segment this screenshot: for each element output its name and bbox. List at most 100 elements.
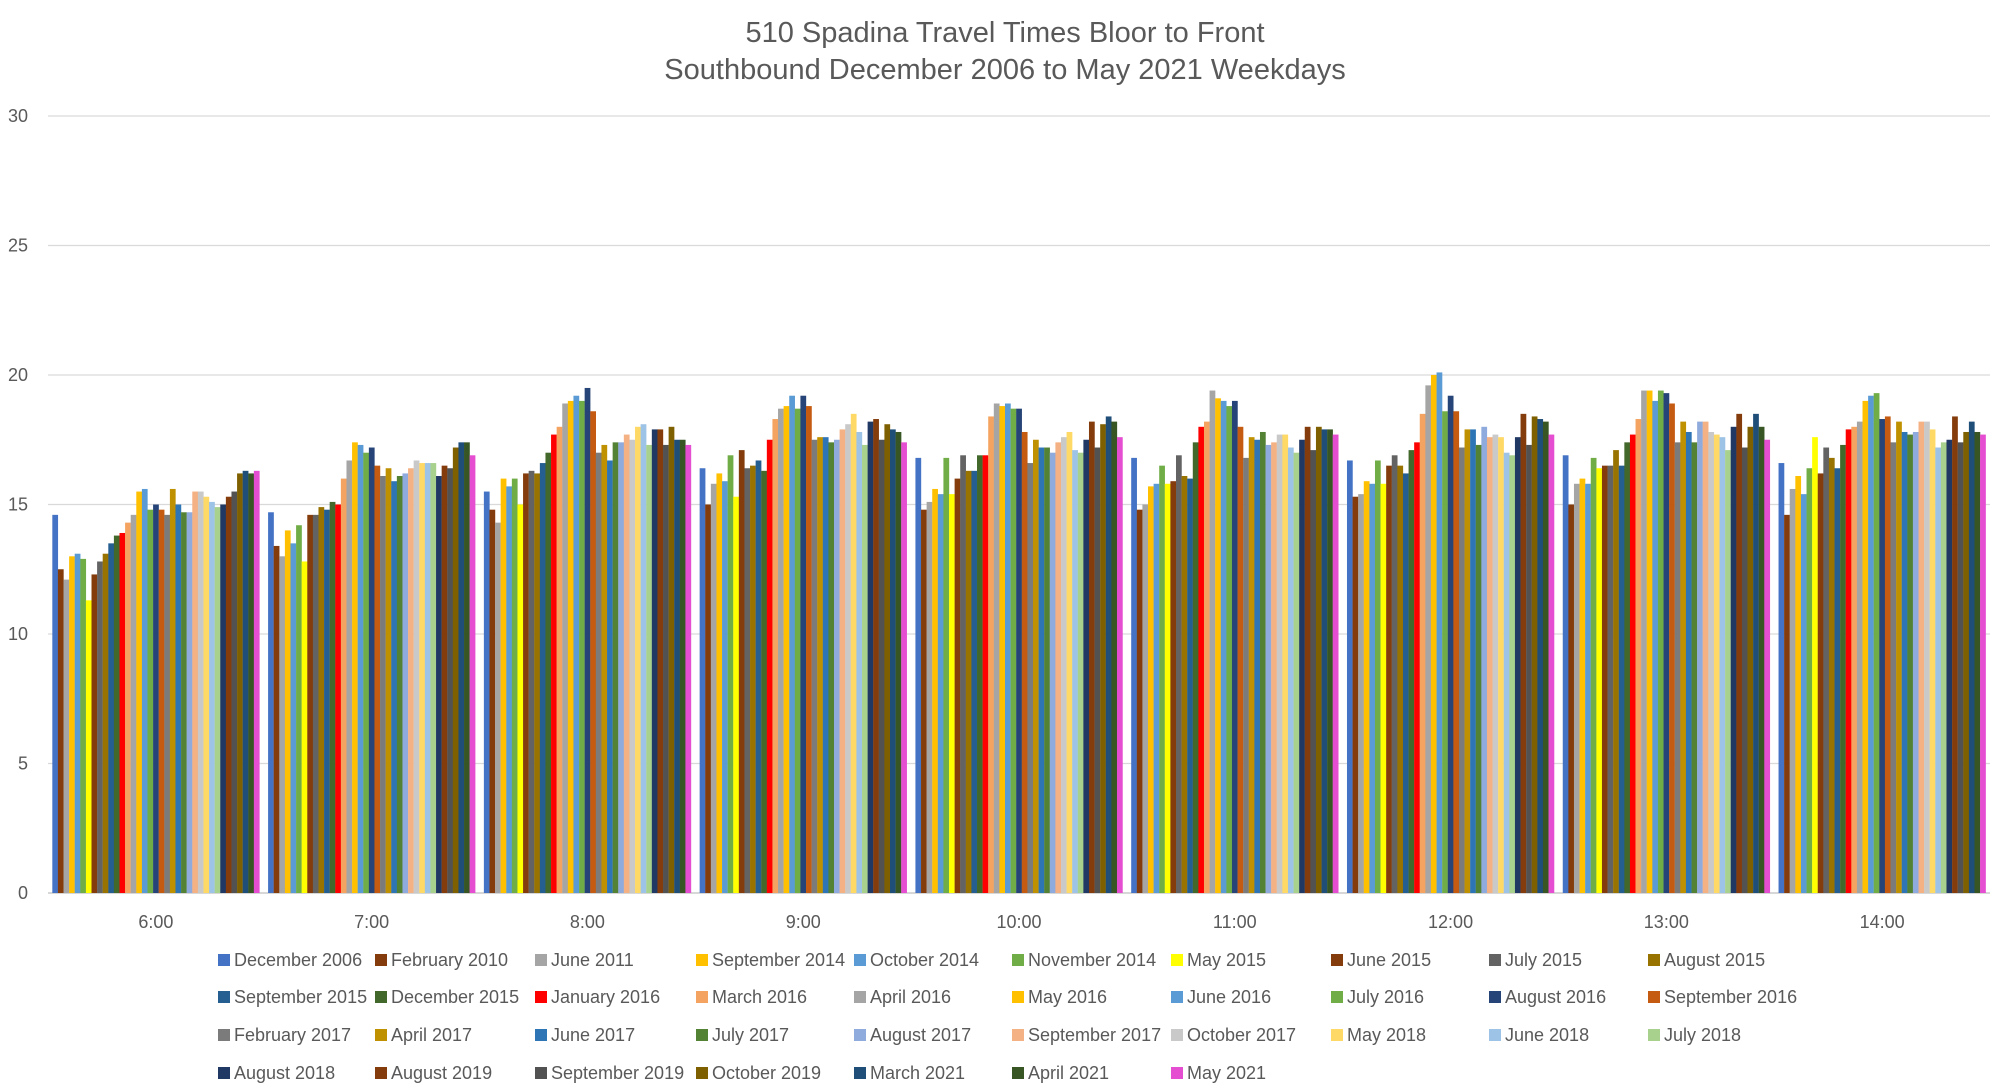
bar bbox=[556, 426, 563, 893]
bar bbox=[1215, 398, 1221, 893]
bar bbox=[750, 465, 756, 893]
bar bbox=[1402, 473, 1409, 893]
bar bbox=[1299, 439, 1305, 893]
bar bbox=[391, 481, 398, 893]
bar bbox=[1374, 460, 1381, 893]
bar bbox=[1573, 483, 1580, 893]
bar bbox=[1237, 426, 1244, 893]
legend-label: May 2021 bbox=[1187, 1063, 1266, 1083]
bar bbox=[1111, 421, 1118, 893]
bar bbox=[1828, 457, 1835, 893]
legend-label: December 2015 bbox=[391, 987, 519, 1007]
bar bbox=[1352, 496, 1359, 893]
bar bbox=[926, 501, 933, 893]
bar bbox=[584, 387, 591, 893]
bar bbox=[352, 442, 358, 893]
bar bbox=[822, 437, 829, 893]
bar bbox=[1817, 473, 1824, 893]
bar bbox=[573, 395, 580, 893]
bar bbox=[374, 465, 381, 893]
bar bbox=[867, 421, 874, 893]
legend-label: February 2017 bbox=[234, 1025, 351, 1045]
bar bbox=[1856, 421, 1863, 893]
bar bbox=[1408, 450, 1415, 893]
bar bbox=[225, 496, 232, 893]
x-tick-label: 9:00 bbox=[786, 912, 821, 932]
bar bbox=[1066, 431, 1073, 893]
bar bbox=[1879, 419, 1886, 893]
bar bbox=[1641, 390, 1647, 893]
bar bbox=[169, 488, 176, 893]
bar bbox=[901, 442, 907, 893]
bar bbox=[164, 514, 171, 893]
bar bbox=[539, 463, 546, 893]
legend-label: October 2014 bbox=[870, 950, 979, 970]
bar bbox=[91, 574, 98, 893]
bar bbox=[1646, 390, 1653, 893]
bar bbox=[1136, 509, 1143, 893]
legend-label: September 2016 bbox=[1664, 987, 1797, 1007]
legend-swatch bbox=[1331, 1029, 1343, 1041]
bar bbox=[1736, 413, 1743, 893]
bar bbox=[1514, 437, 1521, 893]
bar bbox=[674, 439, 680, 893]
bar bbox=[1901, 431, 1908, 893]
legend-swatch bbox=[375, 954, 387, 966]
bar bbox=[1321, 429, 1328, 893]
bar bbox=[1537, 419, 1544, 893]
bar bbox=[722, 481, 728, 893]
legend-label: September 2019 bbox=[551, 1063, 684, 1083]
bar bbox=[1005, 403, 1011, 893]
legend-swatch bbox=[1648, 1029, 1660, 1041]
bar bbox=[612, 442, 619, 893]
bar bbox=[284, 530, 291, 893]
bar bbox=[1105, 416, 1112, 893]
legend-swatch bbox=[1489, 991, 1501, 1003]
bar bbox=[368, 447, 375, 893]
x-tick-label: 13:00 bbox=[1644, 912, 1689, 932]
bar bbox=[1425, 385, 1432, 893]
legend-label: July 2015 bbox=[1505, 950, 1582, 970]
bar bbox=[890, 429, 896, 893]
bar bbox=[220, 504, 227, 893]
legend-swatch bbox=[1489, 954, 1501, 966]
bar bbox=[506, 486, 513, 893]
bar bbox=[1548, 434, 1555, 893]
bar bbox=[1669, 403, 1675, 893]
bar bbox=[357, 444, 364, 893]
bar bbox=[943, 457, 950, 893]
bar bbox=[1708, 431, 1715, 893]
bar bbox=[1397, 465, 1404, 893]
legend-label: January 2016 bbox=[551, 987, 660, 1007]
legend-label: June 2011 bbox=[551, 950, 634, 970]
bar bbox=[579, 400, 585, 893]
bar bbox=[567, 400, 574, 893]
bar bbox=[716, 473, 723, 893]
bar bbox=[1271, 442, 1277, 893]
bar bbox=[214, 507, 221, 893]
bar bbox=[1282, 434, 1289, 893]
bar bbox=[1346, 460, 1353, 893]
bar bbox=[231, 491, 238, 893]
y-tick-label: 5 bbox=[18, 754, 28, 774]
bar bbox=[268, 512, 274, 893]
bar bbox=[1447, 395, 1454, 893]
bar bbox=[1033, 439, 1039, 893]
y-tick-label: 25 bbox=[8, 236, 28, 256]
legend-swatch bbox=[696, 991, 708, 1003]
bar bbox=[1142, 504, 1149, 893]
bar bbox=[1896, 421, 1902, 893]
bar bbox=[1713, 434, 1720, 893]
bar bbox=[738, 450, 745, 893]
bar bbox=[949, 494, 955, 893]
legend-swatch bbox=[1489, 1029, 1501, 1041]
legend-swatch bbox=[1012, 1067, 1024, 1079]
bar bbox=[1764, 439, 1771, 893]
bar bbox=[1220, 400, 1227, 893]
bar bbox=[312, 514, 319, 893]
bar bbox=[1077, 452, 1084, 893]
bar bbox=[1702, 421, 1709, 893]
bar bbox=[209, 501, 215, 893]
x-tick-label: 6:00 bbox=[138, 912, 173, 932]
bar bbox=[85, 600, 92, 893]
